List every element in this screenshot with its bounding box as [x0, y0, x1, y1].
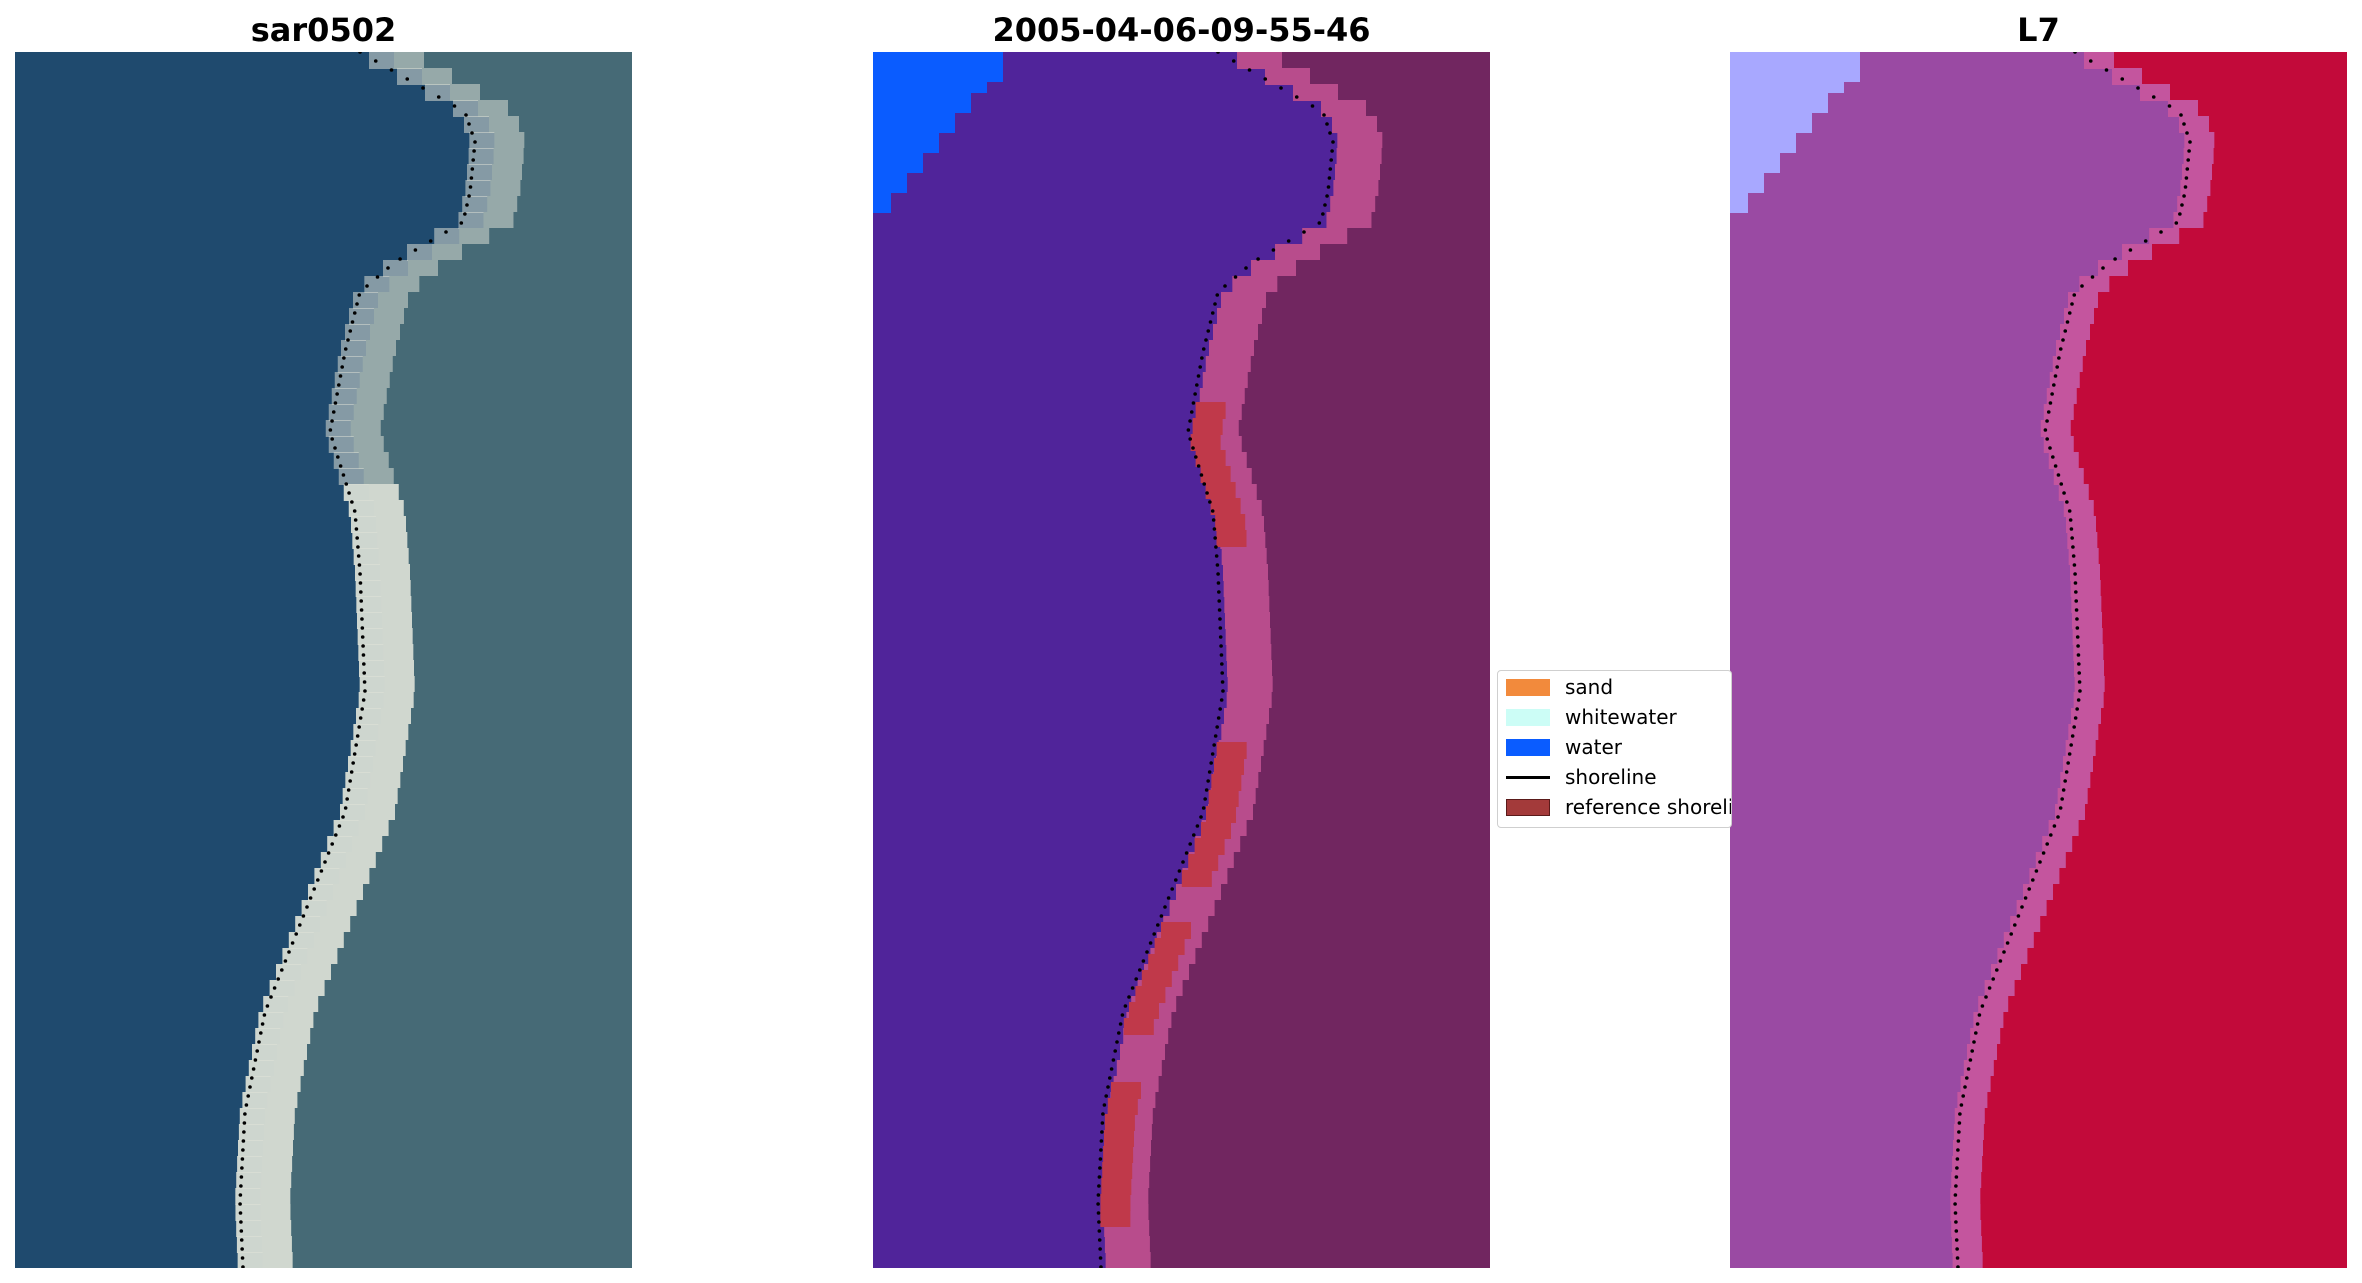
water-swatch: [1506, 738, 1550, 756]
shoreline-dotted-line: [1096, 52, 1335, 1268]
reference-patch: [1100, 1194, 1131, 1211]
reference-patch: [1190, 434, 1221, 451]
classification-image: [873, 52, 1490, 1268]
reference-patch: [1195, 450, 1226, 467]
legend-label: shoreline: [1565, 765, 1657, 789]
shoreline-dotted-line: [238, 52, 477, 1268]
reference-patch: [1104, 1130, 1134, 1147]
reference-shoreline-swatch: [1506, 798, 1550, 816]
reference-patch: [1188, 854, 1219, 871]
legend-label: water: [1565, 735, 1622, 759]
legend-label: reference shoreline: [1565, 795, 1731, 819]
reference-patch: [1210, 498, 1241, 515]
reference-patch: [1211, 774, 1242, 791]
classification-image-panel: [873, 52, 1490, 1268]
reference-patch: [1148, 954, 1179, 971]
reference-patch: [1129, 1002, 1159, 1019]
reference-patch: [1216, 742, 1247, 759]
legend-item-reference-shoreline: reference shoreline: [1506, 794, 1731, 820]
rgb-satellite-image: [15, 52, 632, 1268]
reference-patch: [1141, 970, 1172, 987]
reference-patch: [1215, 514, 1246, 531]
swir-image-panel: [1730, 52, 2347, 1268]
reference-patch: [1104, 1114, 1135, 1131]
reference-patch: [1200, 466, 1231, 483]
panel-title-classification: 2005-04-06-09-55-46: [992, 11, 1371, 49]
reference-patch: [1107, 1098, 1138, 1115]
reference-patch: [1161, 922, 1191, 939]
legend: sand whitewater water shoreline referenc…: [1497, 670, 1732, 828]
reference-patch: [1103, 1146, 1134, 1163]
reference-patch: [1102, 1162, 1133, 1179]
legend-item-whitewater: whitewater: [1506, 704, 1677, 730]
legend-item-sand: sand: [1506, 674, 1613, 700]
reference-patch: [1154, 938, 1185, 955]
reference-patch: [1194, 838, 1225, 855]
shoreline-line-icon: [1506, 769, 1550, 786]
reference-patch: [1195, 402, 1226, 419]
reference-patch: [1192, 418, 1223, 435]
panel-title-rgb: sar0502: [250, 11, 397, 49]
shoreline-dotted-line: [1953, 52, 2192, 1268]
reference-patch: [1111, 1082, 1141, 1099]
reference-patch: [1208, 790, 1239, 807]
legend-label: whitewater: [1565, 705, 1677, 729]
reference-patch: [1181, 870, 1212, 887]
legend-item-shoreline: shoreline: [1506, 764, 1657, 790]
reference-patch: [1216, 530, 1247, 547]
sand-swatch: [1506, 678, 1550, 696]
swir-false-color-image: [1730, 52, 2347, 1268]
rgb-image-panel: [15, 52, 632, 1268]
whitewater-swatch: [1506, 708, 1550, 726]
reference-patch: [1201, 822, 1231, 839]
reference-patch: [1101, 1178, 1132, 1195]
reference-patch: [1205, 482, 1236, 499]
reference-patch: [1206, 806, 1236, 823]
reference-patch: [1100, 1210, 1131, 1227]
legend-item-water: water: [1506, 734, 1622, 760]
legend-label: sand: [1565, 675, 1614, 699]
reference-patch: [1135, 986, 1166, 1003]
reference-patch: [1214, 758, 1244, 775]
panel-title-swir: L7: [2017, 11, 2060, 49]
reference-patch: [1123, 1018, 1154, 1035]
